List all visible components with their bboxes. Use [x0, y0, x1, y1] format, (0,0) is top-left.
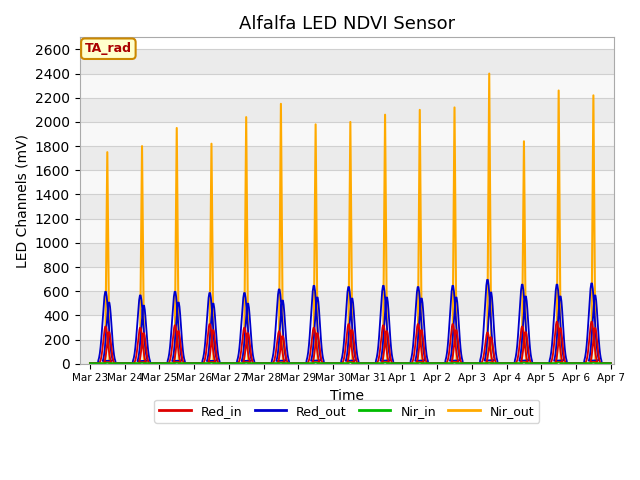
Nir_in: [557, 360, 564, 366]
Nir_out: [86, 360, 94, 366]
Nir_in: [520, 360, 528, 365]
Bar: [79, 170, 614, 194]
Nir_in: [414, 360, 422, 366]
Red_in: [527, 360, 534, 365]
Bar: [79, 339, 614, 364]
Nir_in: [244, 360, 252, 366]
Nir_in: [104, 360, 111, 366]
Nir_out: [379, 360, 387, 366]
Nir_out: [607, 360, 614, 366]
Bar: [79, 73, 614, 98]
Nir_out: [485, 71, 493, 76]
Nir_in: [243, 360, 250, 366]
Nir_in: [241, 360, 248, 366]
Red_out: [483, 277, 491, 283]
Nir_in: [451, 360, 458, 366]
Nir_in: [171, 360, 179, 366]
Nir_in: [209, 360, 217, 366]
Bar: [79, 291, 614, 315]
Red_in: [97, 358, 104, 363]
Nir_in: [449, 360, 456, 366]
Red_out: [529, 360, 536, 366]
Bar: [79, 194, 614, 219]
Red_out: [95, 355, 103, 360]
Line: Nir_in: Nir_in: [90, 362, 611, 363]
Line: Red_out: Red_out: [90, 280, 611, 363]
Nir_out: [177, 360, 185, 366]
Nir_in: [484, 360, 492, 366]
Nir_in: [381, 360, 389, 365]
Nir_in: [518, 360, 526, 366]
Red_in: [278, 338, 285, 344]
Nir_in: [136, 360, 144, 366]
Bar: [79, 122, 614, 146]
Nir_in: [277, 360, 285, 366]
Red_out: [607, 360, 614, 366]
Red_out: [109, 339, 116, 345]
Bar: [79, 98, 614, 122]
Nir_in: [345, 360, 353, 366]
Red_in: [348, 341, 355, 347]
Red_in: [387, 358, 395, 364]
Nir_in: [275, 360, 283, 366]
Bar: [79, 267, 614, 291]
Text: TA_rad: TA_rad: [85, 42, 132, 55]
Nir_in: [418, 360, 426, 366]
Nir_in: [380, 360, 387, 366]
Bar: [79, 219, 614, 243]
Nir_in: [102, 360, 109, 366]
Red_in: [607, 360, 614, 366]
Line: Nir_out: Nir_out: [90, 73, 611, 363]
Legend: Red_in, Red_out, Nir_in, Nir_out: Red_in, Red_out, Nir_in, Nir_out: [154, 400, 540, 423]
Nir_in: [607, 360, 614, 366]
Nir_in: [553, 360, 561, 366]
Bar: [79, 243, 614, 267]
Nir_in: [173, 360, 180, 366]
Red_in: [108, 349, 116, 355]
Nir_in: [591, 360, 599, 366]
Bar: [79, 146, 614, 170]
Bar: [79, 49, 614, 73]
Nir_in: [485, 360, 493, 366]
Nir_in: [207, 360, 215, 366]
Nir_in: [383, 360, 390, 366]
Red_out: [388, 355, 396, 361]
Nir_in: [175, 360, 182, 366]
Nir_out: [308, 360, 316, 366]
Line: Red_in: Red_in: [90, 322, 611, 363]
Nir_in: [452, 360, 460, 366]
Nir_in: [206, 360, 214, 366]
Nir_out: [246, 360, 254, 366]
Nir_in: [138, 360, 146, 366]
Nir_in: [140, 360, 148, 366]
Nir_in: [312, 360, 319, 365]
Nir_in: [588, 360, 595, 366]
Nir_in: [348, 360, 356, 366]
Y-axis label: LED Channels (mV): LED Channels (mV): [15, 133, 29, 267]
Nir_in: [555, 360, 563, 365]
Red_out: [277, 310, 285, 315]
Nir_in: [105, 360, 113, 366]
Red_out: [86, 360, 94, 366]
Nir_in: [346, 360, 354, 365]
Nir_out: [312, 121, 319, 127]
Nir_in: [487, 360, 495, 366]
Red_in: [86, 360, 94, 366]
Nir_in: [314, 360, 321, 366]
Red_in: [553, 319, 561, 324]
Nir_out: [273, 360, 280, 366]
X-axis label: Time: Time: [330, 389, 364, 403]
Nir_in: [279, 360, 287, 366]
Nir_in: [589, 360, 597, 366]
Red_out: [348, 323, 356, 328]
Nir_in: [310, 360, 317, 366]
Nir_in: [86, 360, 94, 366]
Nir_in: [416, 360, 424, 366]
Bar: [79, 315, 614, 339]
Title: Alfalfa LED NDVI Sensor: Alfalfa LED NDVI Sensor: [239, 15, 455, 33]
Nir_in: [522, 360, 529, 366]
